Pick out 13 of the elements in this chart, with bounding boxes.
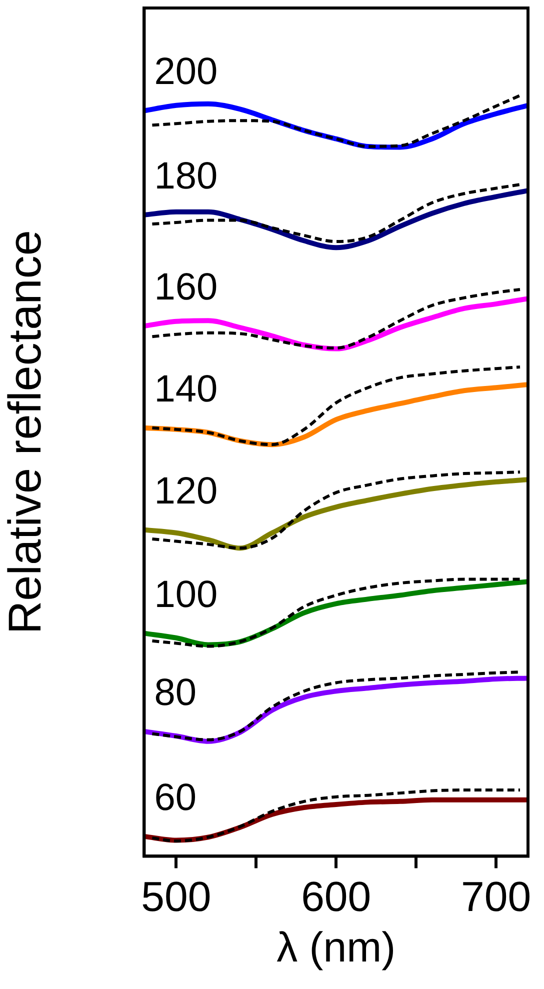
series-label: 160 [154,266,218,308]
series-label: 140 [154,368,218,410]
series-label: 80 [154,672,196,714]
x-tick-label: 700 [460,872,532,920]
series-label: 180 [154,155,218,198]
series-label: 60 [154,776,196,819]
x-tick-label: 600 [301,872,372,920]
series-label: 100 [154,574,218,616]
series-label: 200 [154,51,218,94]
x-axis-title: λ (nm) [276,923,396,970]
y-axis-title: Relative reflectance [0,230,50,634]
series-label: 120 [154,470,218,512]
x-tick-label: 500 [141,872,212,920]
